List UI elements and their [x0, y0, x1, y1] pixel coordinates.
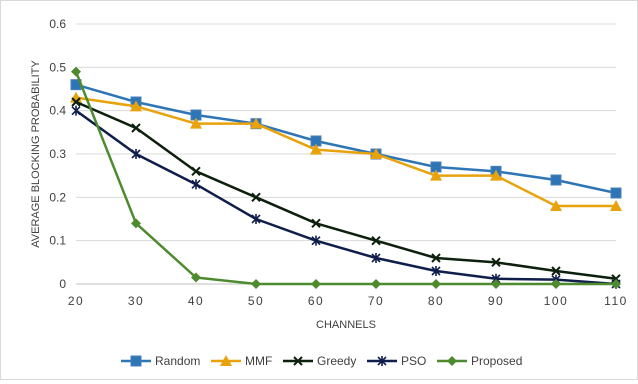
- data-point-proposed: [251, 279, 261, 289]
- x-tick-label: 100: [544, 294, 569, 308]
- data-point-proposed: [551, 279, 561, 289]
- y-tick-label: 0.1: [49, 234, 66, 248]
- data-point-proposed: [371, 279, 381, 289]
- data-point-greedy: [71, 97, 81, 107]
- data-point-greedy: [551, 266, 561, 276]
- legend-swatch-marker: [130, 355, 142, 367]
- data-point-proposed: [191, 272, 201, 283]
- data-point-greedy: [131, 123, 141, 133]
- legend-label: Greedy: [317, 354, 356, 368]
- x-tick-label: 90: [488, 294, 504, 308]
- x-tick-label: 80: [428, 294, 444, 308]
- legend-label: PSO: [401, 354, 426, 368]
- legend-label: MMF: [245, 354, 272, 368]
- data-point-random: [550, 174, 562, 186]
- data-point-mmf: [190, 117, 202, 129]
- data-point-mmf: [370, 148, 382, 159]
- x-axis-ticks: 20 30 40 50 60 70 80 90 100 110: [68, 294, 628, 308]
- series-line-proposed: [74, 71, 616, 286]
- data-point-pso: [431, 266, 441, 276]
- data-point-mmf: [610, 200, 622, 211]
- x-tick-label: 40: [188, 294, 204, 308]
- x-tick-label: 60: [308, 294, 324, 308]
- series-mmf: [70, 91, 622, 211]
- data-point-random: [610, 187, 622, 199]
- data-point-proposed: [431, 279, 441, 289]
- legend-swatch-marker: [447, 356, 457, 366]
- legend-swatch-marker: [293, 356, 303, 366]
- legend-swatch-marker: [220, 355, 232, 366]
- series-line-pso: [75, 109, 617, 286]
- data-point-mmf: [550, 200, 562, 211]
- y-axis-label: AVERAGE BLOCKING PROBABILITY: [30, 60, 42, 248]
- legend-item-pso: PSO: [367, 354, 426, 368]
- data-point-proposed: [131, 218, 141, 229]
- data-point-mmf: [430, 169, 442, 181]
- y-axis-ticks: 0 0.1 0.2 0.3 0.4 0.5 0.6: [49, 17, 66, 291]
- y-tick-label: 0.5: [49, 60, 66, 74]
- gridlines: [76, 23, 616, 285]
- legend-item-random: Random: [121, 354, 200, 368]
- data-point-pso: [371, 253, 381, 263]
- legend-label: Random: [155, 354, 200, 368]
- data-point-pso: [251, 214, 261, 224]
- data-point-pso: [131, 149, 141, 159]
- y-tick-label: 0.6: [49, 17, 66, 31]
- data-point-greedy: [431, 253, 441, 263]
- y-tick-label: 0.2: [49, 190, 66, 204]
- y-tick-label: 0.4: [49, 104, 66, 118]
- data-point-greedy: [371, 235, 381, 246]
- series-line-mmf: [75, 96, 616, 208]
- x-tick-label: 50: [248, 294, 264, 308]
- legend-label: Proposed: [471, 354, 522, 368]
- x-axis-label: CHANNELS: [316, 319, 376, 331]
- x-tick-label: 70: [368, 294, 384, 308]
- data-point-proposed: [71, 66, 81, 77]
- legend: Random MMF Greedy PSO Proposed: [121, 354, 522, 368]
- data-point-proposed: [311, 279, 321, 289]
- series-line-greedy: [75, 100, 617, 281]
- data-point-pso: [191, 179, 201, 190]
- data-point-mmf: [250, 117, 262, 129]
- y-tick-label: 0: [59, 277, 66, 291]
- data-point-mmf: [310, 143, 322, 155]
- series-group: [70, 66, 622, 289]
- data-point-mmf: [490, 169, 502, 181]
- legend-item-proposed: Proposed: [437, 354, 522, 368]
- data-point-greedy: [191, 166, 201, 177]
- data-point-proposed: [611, 279, 621, 289]
- data-point-mmf: [130, 100, 142, 112]
- legend-swatch-marker: [377, 356, 387, 366]
- x-tick-label: 20: [68, 294, 84, 308]
- legend-item-greedy: Greedy: [283, 354, 356, 368]
- series-greedy: [71, 97, 621, 284]
- data-point-greedy: [251, 192, 261, 203]
- x-tick-label: 30: [128, 294, 144, 308]
- data-point-greedy: [311, 218, 321, 229]
- y-tick-label: 0.3: [49, 147, 66, 161]
- data-point-pso: [71, 105, 81, 116]
- data-point-proposed: [491, 279, 501, 289]
- x-tick-label: 110: [604, 294, 628, 308]
- legend-item-mmf: MMF: [211, 354, 272, 368]
- series-line-random: [75, 83, 617, 195]
- series-proposed: [71, 66, 621, 289]
- series-random: [70, 79, 622, 199]
- data-point-greedy: [491, 257, 501, 268]
- data-point-pso: [311, 235, 321, 246]
